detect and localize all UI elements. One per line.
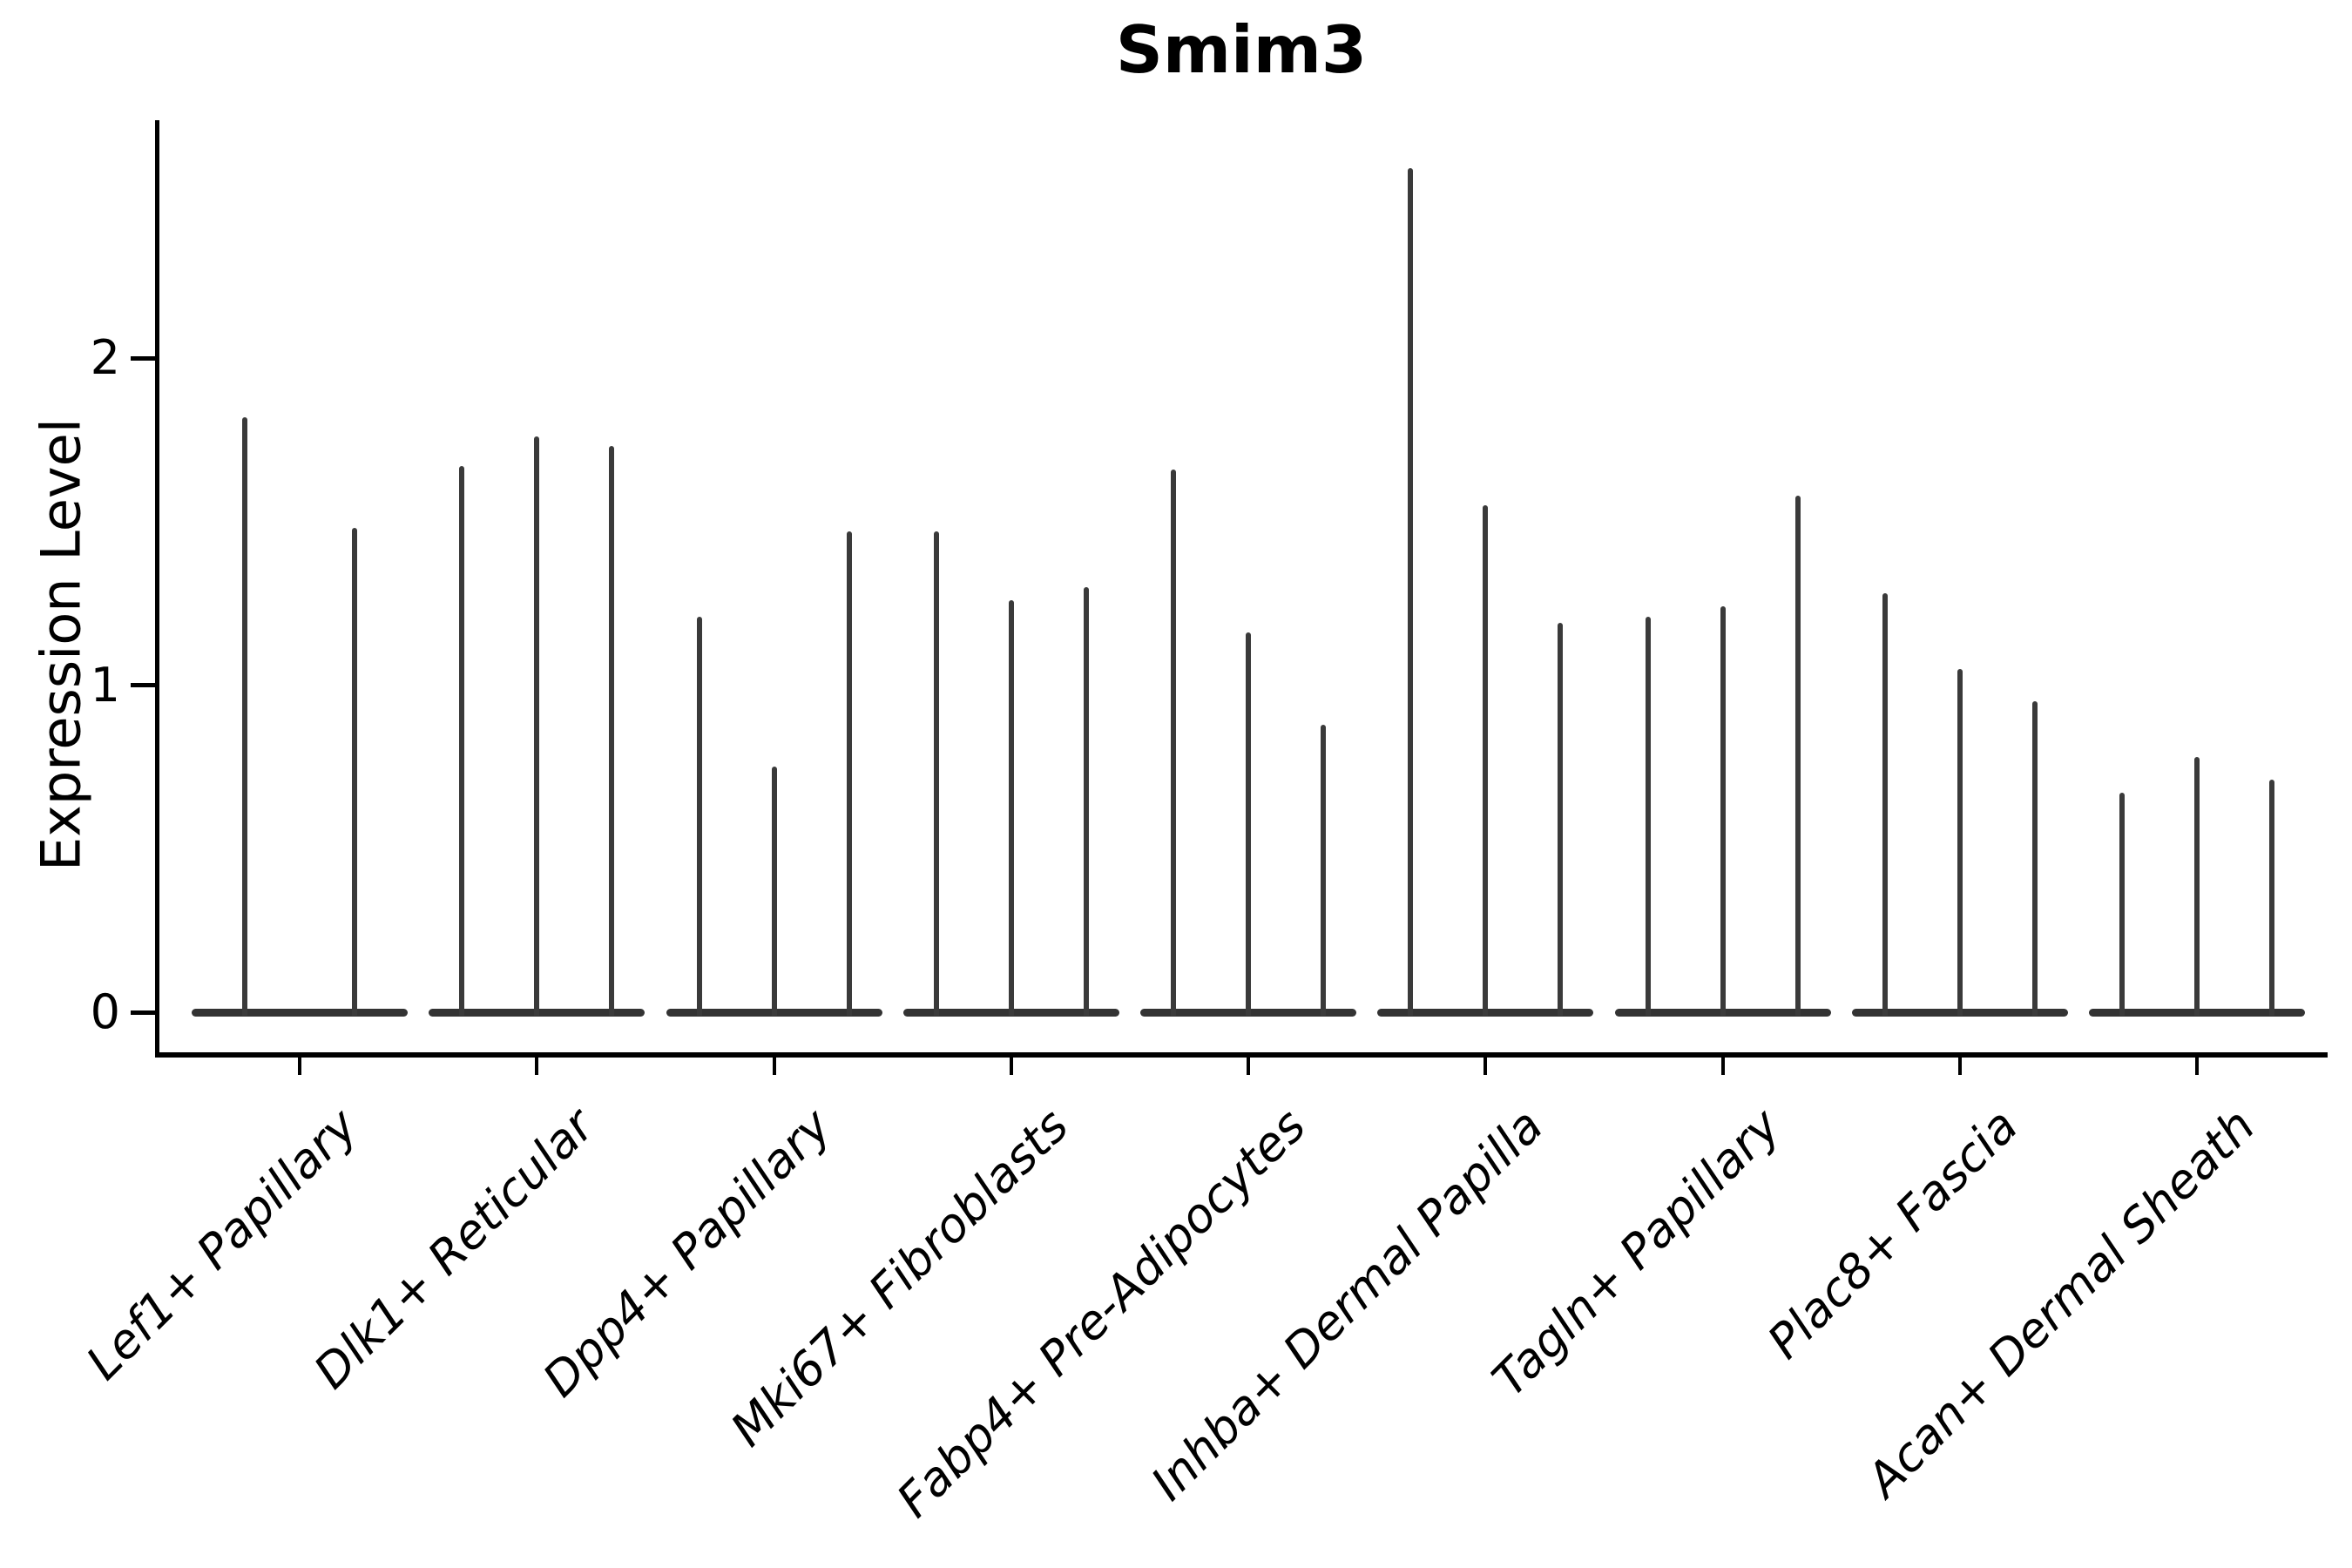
violin-spike	[1246, 632, 1251, 1016]
violin-baseline	[192, 1009, 408, 1017]
x-tick	[1009, 1052, 1013, 1075]
violin-spike	[1645, 616, 1651, 1016]
violin-spike	[2031, 701, 2038, 1016]
x-category-label: Plac8+ Fascia	[1756, 1098, 2028, 1369]
violin-spike	[352, 528, 357, 1016]
x-category-label: Fabp4+ Pre-Adipocytes	[886, 1098, 1317, 1528]
x-tick	[298, 1052, 301, 1075]
y-tick-label: 0	[90, 984, 120, 1039]
x-category-label: Acan+ Dermal Sheath	[1855, 1098, 2266, 1508]
violin-spike	[2119, 793, 2125, 1016]
violin-spike	[1483, 504, 1489, 1016]
violin-spike	[1794, 495, 1801, 1016]
x-tick	[772, 1052, 776, 1075]
violin-spike	[1171, 469, 1176, 1016]
x-axis-spine	[155, 1052, 2328, 1058]
violin-spike	[1558, 623, 1564, 1016]
violin-spike	[2269, 780, 2274, 1016]
violin-spike	[534, 436, 540, 1016]
violin-spike	[771, 767, 777, 1016]
x-tick	[2195, 1052, 2199, 1075]
x-tick	[1720, 1052, 1725, 1075]
y-tick-label: 1	[90, 657, 120, 713]
x-tick	[1484, 1052, 1488, 1075]
violin-spike	[846, 531, 852, 1016]
violin-spike	[1008, 599, 1014, 1016]
y-tick	[131, 1010, 157, 1015]
violin-spike	[933, 531, 939, 1016]
violin-spike	[1882, 593, 1888, 1016]
y-tick-label: 2	[90, 330, 120, 385]
violin-spike	[2194, 757, 2200, 1016]
y-tick	[131, 355, 157, 361]
violin-spike	[1408, 168, 1414, 1016]
violin-spike	[459, 465, 465, 1016]
y-tick	[131, 683, 157, 687]
x-tick	[1247, 1052, 1250, 1075]
y-axis-spine	[155, 120, 159, 1056]
x-tick	[535, 1052, 539, 1075]
violin-spike	[1720, 606, 1726, 1016]
violin-spike	[1957, 668, 1963, 1016]
chart-title: Smim3	[1115, 11, 1368, 88]
x-tick	[1957, 1052, 1962, 1075]
violin-spike	[696, 616, 702, 1016]
violin-spike	[609, 446, 615, 1016]
x-category-label: Inhba+ Dermal Papilla	[1140, 1098, 1554, 1511]
violin-spike	[1321, 724, 1326, 1016]
violin-spike	[242, 416, 247, 1016]
violin-spike	[1083, 586, 1089, 1016]
